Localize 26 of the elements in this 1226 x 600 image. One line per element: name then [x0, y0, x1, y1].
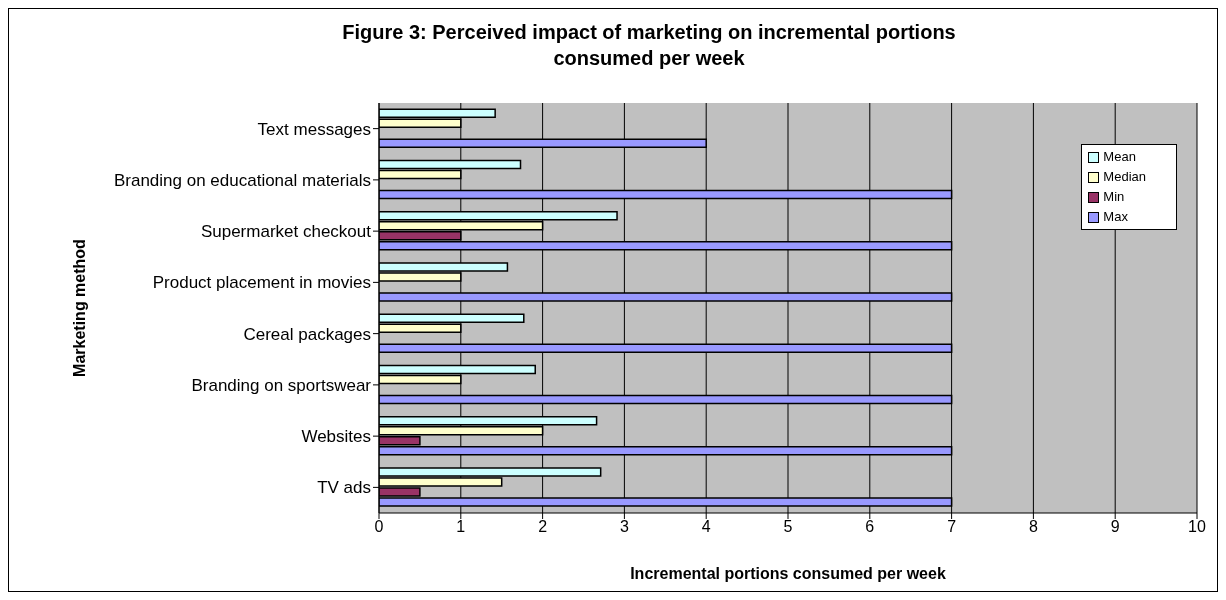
y-tick-label: Branding on sportswear: [191, 375, 372, 395]
x-tick-label: 2: [538, 518, 548, 536]
legend-label: Min: [1103, 188, 1125, 206]
y-tick-label: Branding on educational materials: [113, 170, 371, 190]
legend-label: Max: [1103, 208, 1128, 226]
legend-label: Median: [1103, 168, 1146, 186]
x-tick-label: 8: [1028, 518, 1038, 536]
y-tick-label: Supermarket checkout: [200, 222, 372, 242]
legend-label: Mean: [1103, 148, 1136, 166]
x-axis-title: Incremental portions consumed per week: [630, 565, 946, 582]
y-axis-title: Marketing method: [70, 239, 88, 377]
x-tick-label: 4: [701, 518, 711, 536]
x-tick-label: 3: [619, 518, 629, 536]
x-tick-label: 0: [374, 518, 384, 536]
x-tick-label: 5: [783, 518, 793, 536]
x-tick-label: 6: [865, 518, 875, 536]
y-tick-label: Cereal packages: [243, 324, 371, 344]
chart-title: Figure 3: Perceived impact of marketing on incremental portions consumed per week: [341, 20, 957, 71]
y-tick-label: TV ads: [317, 478, 371, 498]
x-tick-label: 9: [1110, 518, 1120, 536]
y-tick-label: Text messages: [257, 119, 371, 139]
x-tick-label: 1: [456, 518, 466, 536]
y-tick-label: Product placement in movies: [152, 273, 371, 293]
y-tick-label: Websites: [301, 427, 371, 447]
x-tick-label: 7: [947, 518, 957, 536]
x-tick-label: 10: [1188, 518, 1206, 536]
